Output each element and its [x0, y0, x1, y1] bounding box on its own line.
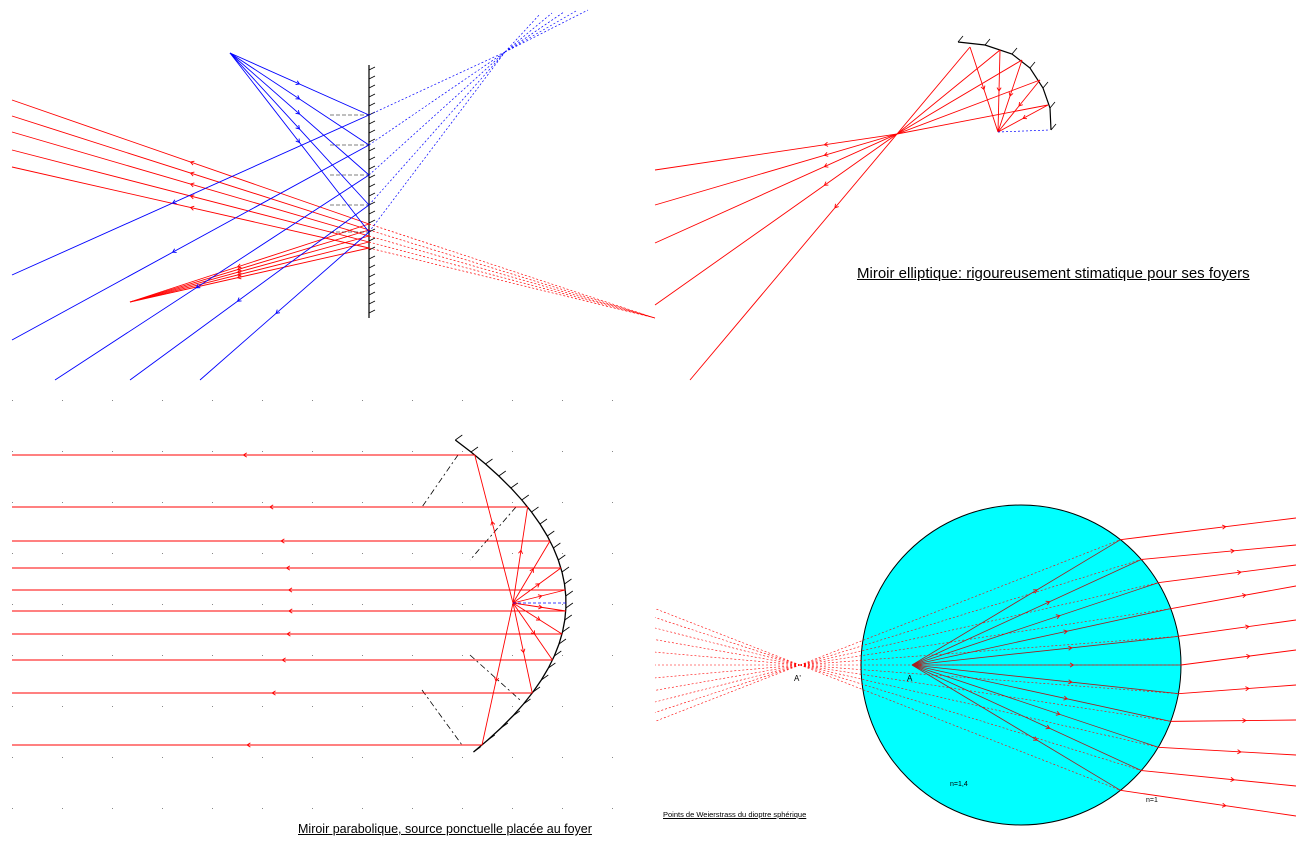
red-ray-bundle [11, 99, 656, 319]
grid-dots [12, 400, 613, 809]
weierstrass-caption: Points de Weierstrass du dioptre sphériq… [663, 810, 807, 819]
weierstrass-diagram [654, 504, 1296, 826]
elliptic-mirror [957, 35, 1057, 131]
parabolic-caption: Miroir parabolique, source ponctuelle pl… [298, 822, 592, 836]
weierstrass-ray-bundle [654, 517, 1296, 817]
elliptic-caption: Miroir elliptique: rigoureusement stimat… [857, 265, 1250, 282]
plane-mirror-diagram [11, 9, 656, 381]
parabolic-mirror-diagram [12, 400, 613, 809]
plane-mirror [368, 65, 376, 318]
blue-ray-bundle [11, 9, 589, 381]
image-point-label: A' [794, 674, 801, 683]
outer-index-label: n=1 [1146, 797, 1158, 804]
mirror-normals [421, 454, 521, 746]
inner-index-label: n=1,4 [950, 781, 968, 788]
parabolic-ray-bundle [12, 452, 566, 748]
elliptic-ray-bundle [654, 46, 1051, 381]
object-point-label: A [907, 674, 913, 683]
parabolic-mirror [454, 434, 574, 753]
elliptic-mirror-diagram [654, 35, 1057, 381]
